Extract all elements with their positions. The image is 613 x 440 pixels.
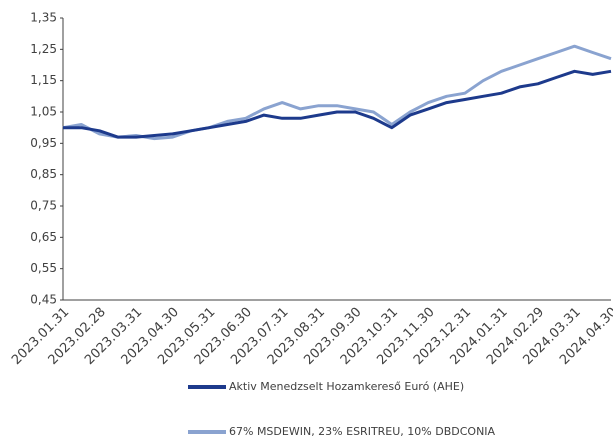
- y-tick-label: 1,05: [30, 105, 57, 119]
- y-tick-label: 0,95: [30, 136, 57, 150]
- y-tick-label: 0,75: [30, 199, 57, 213]
- y-tick-label: 0,85: [30, 167, 57, 181]
- y-tick-label: 0,65: [30, 230, 57, 244]
- y-tick-label: 1,25: [30, 42, 57, 56]
- y-tick-label: 1,15: [30, 73, 57, 87]
- y-tick-label: 0,45: [30, 293, 57, 307]
- y-tick-label: 1,35: [30, 11, 57, 25]
- y-tick-label: 0,55: [30, 261, 57, 275]
- series-line: [63, 69, 612, 139]
- series-line: [62, 44, 612, 141]
- legend-label: Aktiv Menedzselt Hozamkereső Euró (AHE): [229, 380, 464, 393]
- legend-label: 67% MSDEWIN, 23% ESRITREU, 10% DBDCONIA: [229, 425, 496, 438]
